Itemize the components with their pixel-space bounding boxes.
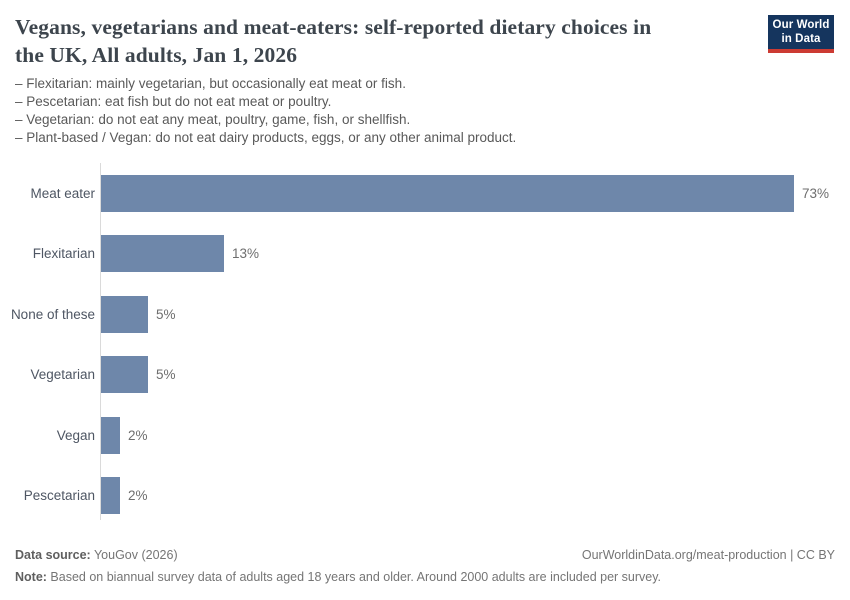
bar[interactable] <box>101 235 224 272</box>
category-label: Meat eater <box>30 186 95 201</box>
subtitle-line-vegetarian: – Vegetarian: do not eat any meat, poult… <box>15 112 411 127</box>
title-line-1: Vegans, vegetarians and meat-eaters: sel… <box>15 15 652 39</box>
note-label: Note: <box>15 570 47 584</box>
subtitle-line-pescetarian: – Pescetarian: eat fish but do not eat m… <box>15 94 332 109</box>
bar-row: Pescetarian 2% <box>0 477 850 514</box>
value-label: 13% <box>232 246 260 261</box>
owid-logo[interactable]: Our World in Data <box>768 15 834 53</box>
category-label: Vegan <box>56 428 95 443</box>
category-label: Vegetarian <box>30 367 95 382</box>
data-source: Data source: YouGov (2026) <box>15 547 178 563</box>
value-label: 2% <box>128 428 148 443</box>
title-line-2: the UK, All adults, Jan 1, 2026 <box>15 43 298 67</box>
owid-cc-link[interactable]: OurWorldinData.org/meat-production | CC … <box>581 548 835 562</box>
footer-note: Note: Based on biannual survey data of a… <box>15 569 835 585</box>
subtitle-line-vegan: – Plant-based / Vegan: do not eat dairy … <box>15 130 517 145</box>
data-source-value: YouGov (2026) <box>90 548 178 562</box>
value-label: 73% <box>802 186 830 201</box>
owid-logo-line2: in Data <box>781 32 821 45</box>
value-label: 5% <box>156 367 176 382</box>
subtitle-line-flexitarian: – Flexitarian: mainly vegetarian, but oc… <box>15 76 406 91</box>
owid-logo-line1: Our World <box>772 19 830 31</box>
category-label: Pescetarian <box>23 488 95 503</box>
bar[interactable] <box>101 417 120 454</box>
bar-row: Vegetarian 5% <box>0 356 850 393</box>
value-label: 2% <box>128 488 148 503</box>
y-axis-line <box>100 163 101 520</box>
plot-area: Meat eater 73% Flexitarian 13% None of t… <box>0 163 850 520</box>
value-label: 5% <box>156 307 176 322</box>
bar[interactable] <box>101 477 120 514</box>
bar-row: Vegan 2% <box>0 417 850 454</box>
chart-footer: Data source: YouGov (2026) OurWorldinDat… <box>15 547 835 585</box>
note-value: Based on biannual survey data of adults … <box>46 570 662 584</box>
bar[interactable] <box>101 296 148 333</box>
data-source-label: Data source: <box>15 548 91 562</box>
chart-subtitle: – Flexitarian: mainly vegetarian, but oc… <box>15 75 516 147</box>
page-title: Vegans, vegetarians and meat-eaters: sel… <box>15 13 760 69</box>
bar-row: Flexitarian 13% <box>0 235 850 272</box>
category-label: Flexitarian <box>32 246 95 261</box>
category-label: None of these <box>10 307 95 322</box>
bar-row: None of these 5% <box>0 296 850 333</box>
bar-row: Meat eater 73% <box>0 175 850 212</box>
owid-logo-red-stripe <box>768 49 834 53</box>
owid-logo-box: Our World in Data <box>768 15 834 49</box>
bar[interactable] <box>101 175 794 212</box>
bar[interactable] <box>101 356 148 393</box>
